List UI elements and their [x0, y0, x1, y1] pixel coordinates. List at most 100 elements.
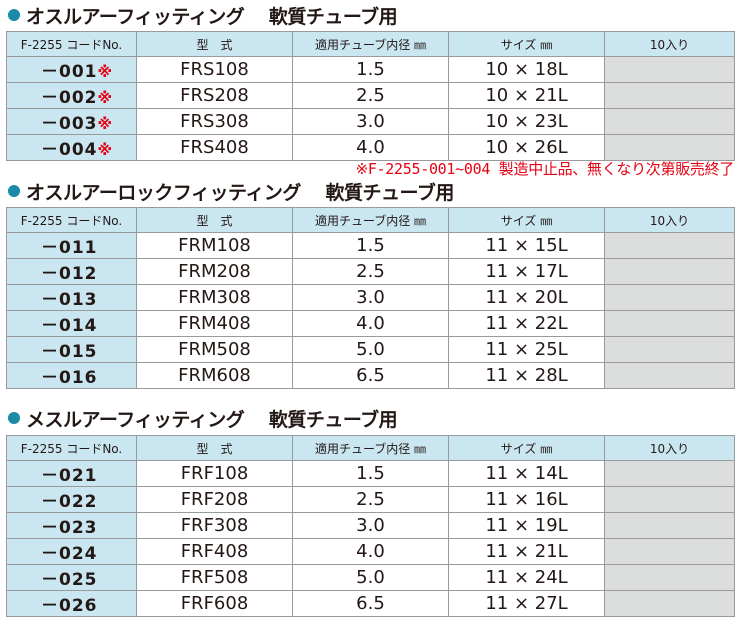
header-row: F-2255 コードNo. 型 式 適用チューブ内径 ㎜ サイズ ㎜ 10入り: [6, 435, 735, 461]
inner-diameter-cell: 2.5: [292, 82, 449, 109]
inner-diameter-cell: 1.5: [292, 460, 449, 487]
code-value: －013: [41, 290, 98, 310]
model-cell: FRF408: [136, 538, 293, 565]
code-value: －001: [41, 62, 98, 82]
size-cell: 11 × 14L: [448, 460, 605, 487]
model-cell: FRM608: [136, 362, 293, 389]
code-value: －015: [41, 342, 98, 362]
table-row: －004※ FRS408 4.0 10 × 26L: [6, 134, 735, 161]
discontinued-mark: ※: [97, 89, 114, 107]
qty-cell: [604, 134, 735, 161]
discontinued-mark: ※: [97, 63, 114, 81]
section-title: オスルアーロックフィッティング 軟質チューブ用: [0, 178, 454, 204]
code-cell: －004※: [6, 134, 137, 161]
code-cell: －013: [6, 284, 137, 311]
qty-cell: [604, 108, 735, 135]
table-row: －026 FRF608 6.5 11 × 27L: [6, 590, 735, 617]
size-cell: 11 × 25L: [448, 336, 605, 363]
code-cell: －015: [6, 336, 137, 363]
qty-cell: [604, 564, 735, 591]
model-cell: FRS108: [136, 56, 293, 83]
size-cell: 10 × 26L: [448, 134, 605, 161]
col-header-qty: 10入り: [604, 435, 735, 461]
section-title: メスルアーフィッティング 軟質チューブ用: [0, 405, 398, 431]
qty-cell: [604, 486, 735, 513]
inner-diameter-cell: 6.5: [292, 362, 449, 389]
section-title: オスルアーフィッティング 軟質チューブ用: [0, 2, 398, 28]
bullet-icon: [8, 185, 20, 197]
code-cell: －022: [6, 486, 137, 513]
table-row: －023 FRF308 3.0 11 × 19L: [6, 512, 735, 539]
table-row: －003※ FRS308 3.0 10 × 23L: [6, 108, 735, 135]
col-header-code: F-2255 コードNo.: [6, 31, 137, 57]
code-value: －011: [41, 238, 98, 258]
size-cell: 10 × 23L: [448, 108, 605, 135]
code-cell: －025: [6, 564, 137, 591]
inner-diameter-cell: 3.0: [292, 284, 449, 311]
model-cell: FRM108: [136, 232, 293, 259]
inner-diameter-cell: 1.5: [292, 232, 449, 259]
inner-diameter-cell: 2.5: [292, 486, 449, 513]
size-cell: 11 × 20L: [448, 284, 605, 311]
inner-diameter-cell: 5.0: [292, 336, 449, 363]
model-cell: FRM308: [136, 284, 293, 311]
table-row: －011 FRM108 1.5 11 × 15L: [6, 232, 735, 259]
table-row: －025 FRF508 5.0 11 × 24L: [6, 564, 735, 591]
model-cell: FRS308: [136, 108, 293, 135]
model-cell: FRF608: [136, 590, 293, 617]
qty-cell: [604, 258, 735, 285]
section-title-text: オスルアーロックフィッティング 軟質チューブ用: [26, 181, 454, 204]
table-row: －012 FRM208 2.5 11 × 17L: [6, 258, 735, 285]
code-value: －012: [41, 264, 98, 284]
model-cell: FRS408: [136, 134, 293, 161]
size-cell: 10 × 21L: [448, 82, 605, 109]
code-value: －003: [41, 114, 98, 134]
inner-diameter-cell: 3.0: [292, 512, 449, 539]
model-cell: FRF508: [136, 564, 293, 591]
code-value: －021: [41, 466, 98, 486]
col-header-size: サイズ ㎜: [448, 31, 605, 57]
table-row: －002※ FRS208 2.5 10 × 21L: [6, 82, 735, 109]
model-cell: FRF308: [136, 512, 293, 539]
discontinued-mark: ※: [97, 115, 114, 133]
size-cell: 11 × 21L: [448, 538, 605, 565]
qty-cell: [604, 538, 735, 565]
size-cell: 11 × 16L: [448, 486, 605, 513]
code-cell: －026: [6, 590, 137, 617]
inner-diameter-cell: 4.0: [292, 310, 449, 337]
product-table: F-2255 コードNo. 型 式 適用チューブ内径 ㎜ サイズ ㎜ 10入り …: [6, 435, 735, 617]
size-cell: 11 × 27L: [448, 590, 605, 617]
header-row: F-2255 コードNo. 型 式 適用チューブ内径 ㎜ サイズ ㎜ 10入り: [6, 31, 735, 57]
code-cell: －012: [6, 258, 137, 285]
table-row: －014 FRM408 4.0 11 × 22L: [6, 310, 735, 337]
discontinued-mark: ※: [97, 141, 114, 159]
size-cell: 10 × 18L: [448, 56, 605, 83]
inner-diameter-cell: 3.0: [292, 108, 449, 135]
qty-cell: [604, 336, 735, 363]
bullet-icon: [8, 9, 20, 21]
section-title-text: メスルアーフィッティング 軟質チューブ用: [26, 408, 398, 431]
size-cell: 11 × 22L: [448, 310, 605, 337]
code-cell: －003※: [6, 108, 137, 135]
model-cell: FRF108: [136, 460, 293, 487]
inner-diameter-cell: 4.0: [292, 538, 449, 565]
qty-cell: [604, 460, 735, 487]
size-cell: 11 × 24L: [448, 564, 605, 591]
table-row: －022 FRF208 2.5 11 × 16L: [6, 486, 735, 513]
col-header-code: F-2255 コードNo.: [6, 207, 137, 233]
bullet-icon: [8, 412, 20, 424]
code-value: －025: [41, 570, 98, 590]
col-header-qty: 10入り: [604, 31, 735, 57]
qty-cell: [604, 82, 735, 109]
code-value: －002: [41, 88, 98, 108]
header-row: F-2255 コードNo. 型 式 適用チューブ内径 ㎜ サイズ ㎜ 10入り: [6, 207, 735, 233]
table-row: －024 FRF408 4.0 11 × 21L: [6, 538, 735, 565]
table-row: －021 FRF108 1.5 11 × 14L: [6, 460, 735, 487]
qty-cell: [604, 56, 735, 83]
qty-cell: [604, 232, 735, 259]
code-cell: －001※: [6, 56, 137, 83]
size-cell: 11 × 17L: [448, 258, 605, 285]
qty-cell: [604, 512, 735, 539]
model-cell: FRM508: [136, 336, 293, 363]
code-value: －016: [41, 368, 98, 388]
